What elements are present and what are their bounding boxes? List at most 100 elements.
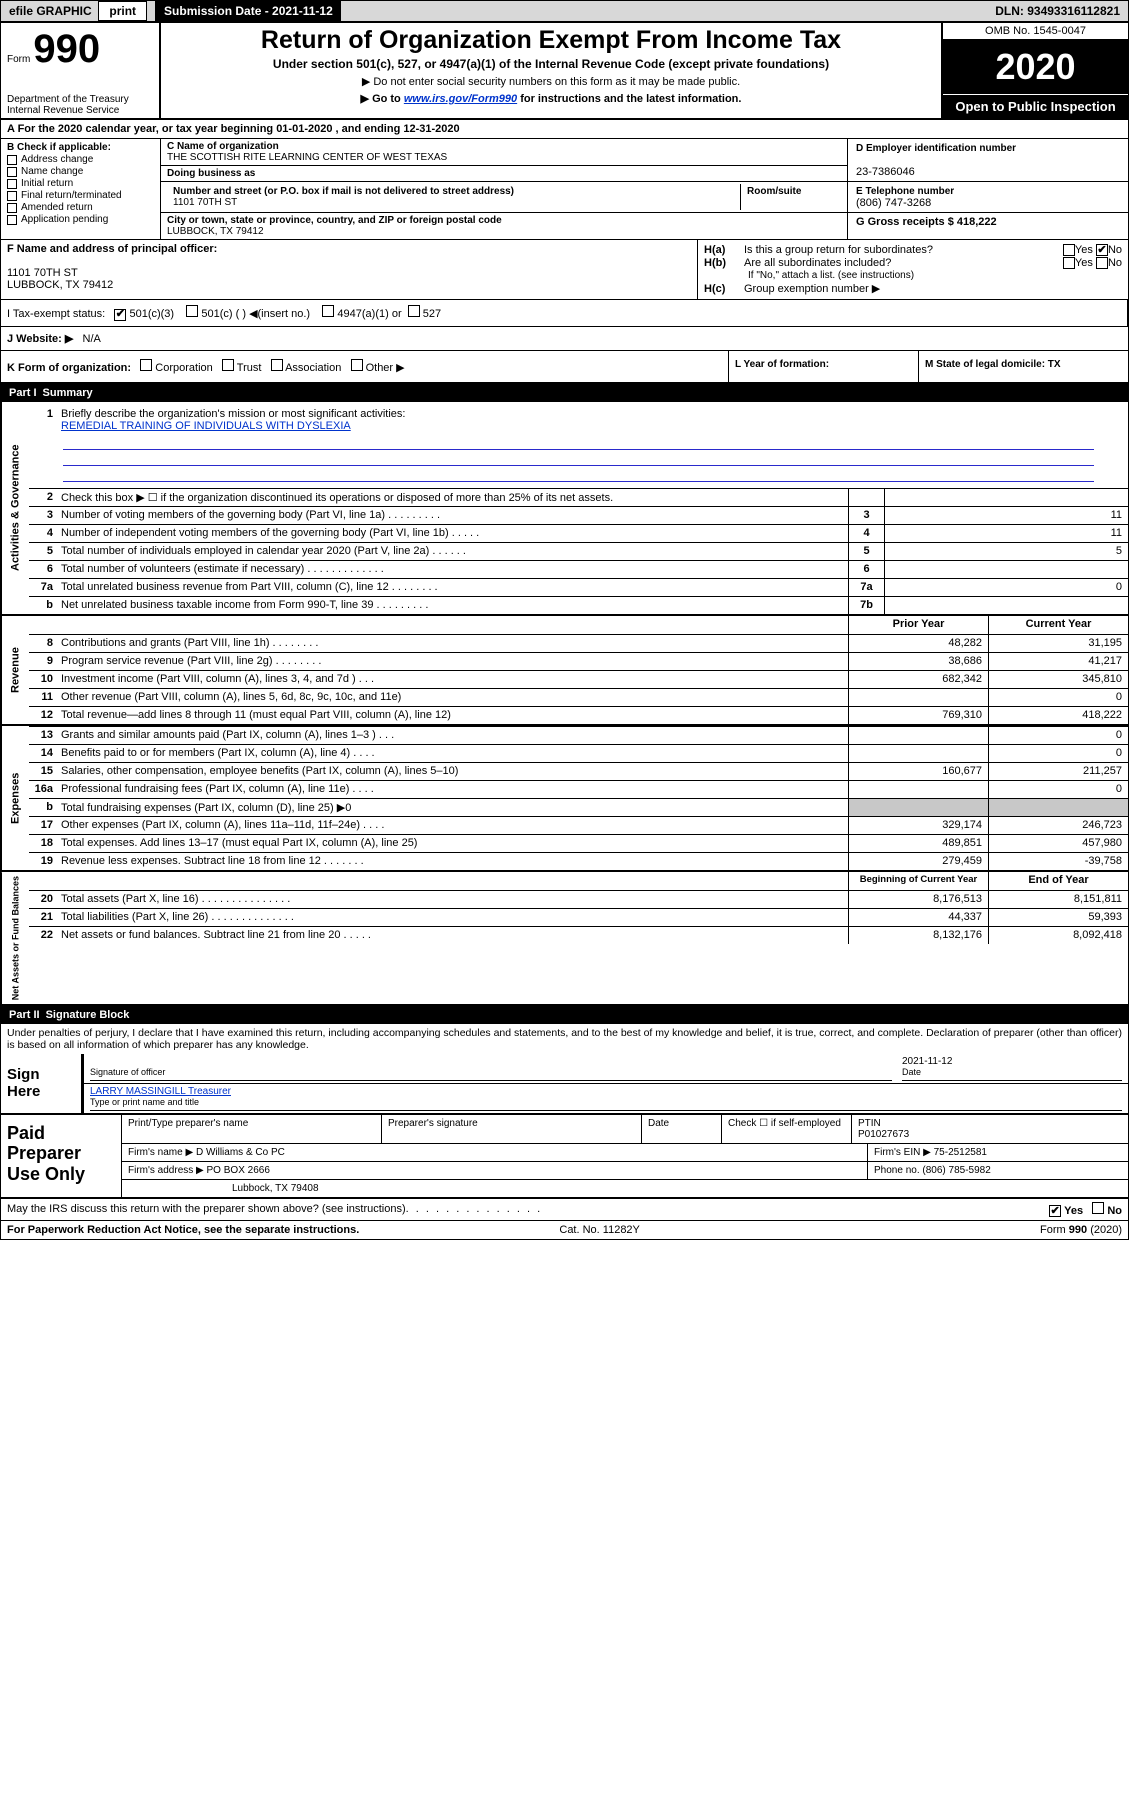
gross-value: 418,222 (957, 216, 997, 228)
table-row: 20Total assets (Part X, line 16) . . . .… (29, 890, 1128, 908)
line-1-num: 1 (29, 406, 57, 434)
line-num: 10 (29, 671, 57, 688)
omb-number: OMB No. 1545-0047 (943, 23, 1128, 40)
opt-527: 527 (423, 308, 441, 320)
org-name-label: C Name of organization (167, 141, 279, 152)
dba-label: Doing business as (167, 168, 255, 179)
efile-label: efile GRAPHIC print (1, 1, 156, 21)
city-value: LUBBOCK, TX 79412 (167, 226, 264, 237)
chk-initial-return[interactable]: Initial return (7, 178, 154, 189)
prior-val: 8,176,513 (848, 891, 988, 908)
chk-527[interactable] (408, 305, 420, 317)
line-num: 16a (29, 781, 57, 798)
officer-addr1: 1101 70TH ST (7, 267, 78, 279)
expenses-side-label: Expenses (1, 726, 29, 870)
hb-yes-chk[interactable] (1063, 257, 1075, 269)
line-desc: Number of voting members of the governin… (57, 507, 848, 524)
phone-cell: E Telephone number (806) 747-3268 (848, 182, 1128, 213)
room-cell: Room/suite (741, 184, 841, 210)
prior-val (848, 745, 988, 762)
line-num: 9 (29, 653, 57, 670)
paid-preparer-block: Paid Preparer Use Only Print/Type prepar… (1, 1115, 1128, 1199)
table-row: 17Other expenses (Part IX, column (A), l… (29, 816, 1128, 834)
chk-501c3[interactable] (114, 309, 126, 321)
table-row: 14Benefits paid to or for members (Part … (29, 744, 1128, 762)
line-desc: Program service revenue (Part VIII, line… (57, 653, 848, 670)
chk-pending[interactable]: Application pending (7, 214, 154, 225)
firm-addr-cell: Firm's address ▶ PO BOX 2666 (122, 1162, 868, 1179)
chk-other[interactable] (351, 359, 363, 371)
hb-no-chk[interactable] (1096, 257, 1108, 269)
dba-cell: Doing business as (161, 166, 847, 182)
line-num: 8 (29, 635, 57, 652)
chk-corp[interactable] (140, 359, 152, 371)
officer-name-row: LARRY MASSINGILL Treasurer Type or print… (84, 1084, 1128, 1113)
chk-final-return[interactable]: Final return/terminated (7, 190, 154, 201)
revenue-section: Revenue Prior Year Current Year 8Contrib… (1, 616, 1128, 726)
k-label: K Form of organization: (7, 362, 131, 374)
net-assets-section: Net Assets or Fund Balances Beginning of… (1, 872, 1128, 1006)
line-desc: Contributions and grants (Part VIII, lin… (57, 635, 848, 652)
governance-rows: 1 Briefly describe the organization's mi… (29, 402, 1128, 614)
row-i-label: I Tax-exempt status: (7, 308, 105, 320)
topbar-spacer (341, 1, 987, 21)
irs-link[interactable]: www.irs.gov/Form990 (404, 93, 517, 105)
curr-val: 59,393 (988, 909, 1128, 926)
chk-name-change[interactable]: Name change (7, 166, 154, 177)
curr-val: 0 (988, 689, 1128, 706)
line-num: 19 (29, 853, 57, 870)
officer-addr2: LUBBOCK, TX 79412 (7, 279, 113, 291)
line-val (884, 561, 1128, 578)
chk-address-change[interactable]: Address change (7, 154, 154, 165)
opt-assoc: Association (285, 362, 341, 374)
firm-name-label: Firm's name ▶ (128, 1147, 193, 1158)
opt-corp: Corporation (155, 362, 212, 374)
discuss-yes-chk[interactable] (1049, 1205, 1061, 1217)
chk-amended[interactable]: Amended return (7, 202, 154, 213)
officer-sig-line[interactable]: Signature of officer (90, 1056, 892, 1081)
ha-no-chk[interactable] (1096, 244, 1108, 256)
goto-suffix: for instructions and the latest informat… (517, 93, 741, 105)
paid-preparer-label: Paid Preparer Use Only (1, 1115, 121, 1197)
line-num: 2 (29, 489, 57, 506)
line-num: b (29, 799, 57, 816)
prior-val: 279,459 (848, 853, 988, 870)
prep-firm-row: Firm's name ▶ D Williams & Co PC Firm's … (122, 1144, 1128, 1162)
print-button[interactable]: print (98, 1, 147, 21)
officer-name-line: LARRY MASSINGILL Treasurer Type or print… (90, 1086, 1122, 1111)
sig-date-cap: Date (902, 1067, 921, 1077)
row-l: L Year of formation: (728, 351, 918, 382)
ha-yes-chk[interactable] (1063, 244, 1075, 256)
chk-501c[interactable] (186, 305, 198, 317)
gross-receipts-cell: G Gross receipts $ 418,222 (848, 213, 1128, 231)
line-num: 4 (29, 525, 57, 542)
state-domicile: M State of legal domicile: TX (925, 359, 1061, 370)
hb-text: Are all subordinates included? (744, 257, 1063, 269)
line-key: 6 (848, 561, 884, 578)
preparer-grid: Print/Type preparer's name Preparer's si… (121, 1115, 1128, 1197)
table-row: 7aTotal unrelated business revenue from … (29, 578, 1128, 596)
opt-other: Other ▶ (366, 362, 405, 374)
curr-val: 0 (988, 781, 1128, 798)
expenses-rows: 13Grants and similar amounts paid (Part … (29, 726, 1128, 870)
prep-header-row: Print/Type preparer's name Preparer's si… (122, 1115, 1128, 1144)
curr-val: 0 (988, 727, 1128, 744)
line-desc: Net unrelated business taxable income fr… (57, 597, 848, 614)
revenue-rows: Prior Year Current Year 8Contributions a… (29, 616, 1128, 724)
prep-selfemp-hdr: Check ☐ if self-employed (722, 1115, 852, 1143)
chk-4947[interactable] (322, 305, 334, 317)
prior-val (848, 689, 988, 706)
chk-trust[interactable] (222, 359, 234, 371)
mission-row: 1 Briefly describe the organization's mi… (29, 402, 1128, 488)
line-key: 7a (848, 579, 884, 596)
net-side-label: Net Assets or Fund Balances (1, 872, 29, 1004)
form-title: Return of Organization Exempt From Incom… (167, 26, 935, 55)
curr-val: 211,257 (988, 763, 1128, 780)
sig-officer-cap: Signature of officer (90, 1067, 165, 1077)
h-a-row: H(a) Is this a group return for subordin… (704, 244, 1122, 256)
discuss-row: May the IRS discuss this return with the… (1, 1199, 1128, 1222)
footer-form: Form 990 (2020) (1040, 1224, 1122, 1236)
table-row: 11Other revenue (Part VIII, column (A), … (29, 688, 1128, 706)
chk-assoc[interactable] (271, 359, 283, 371)
discuss-no-chk[interactable] (1092, 1202, 1104, 1214)
